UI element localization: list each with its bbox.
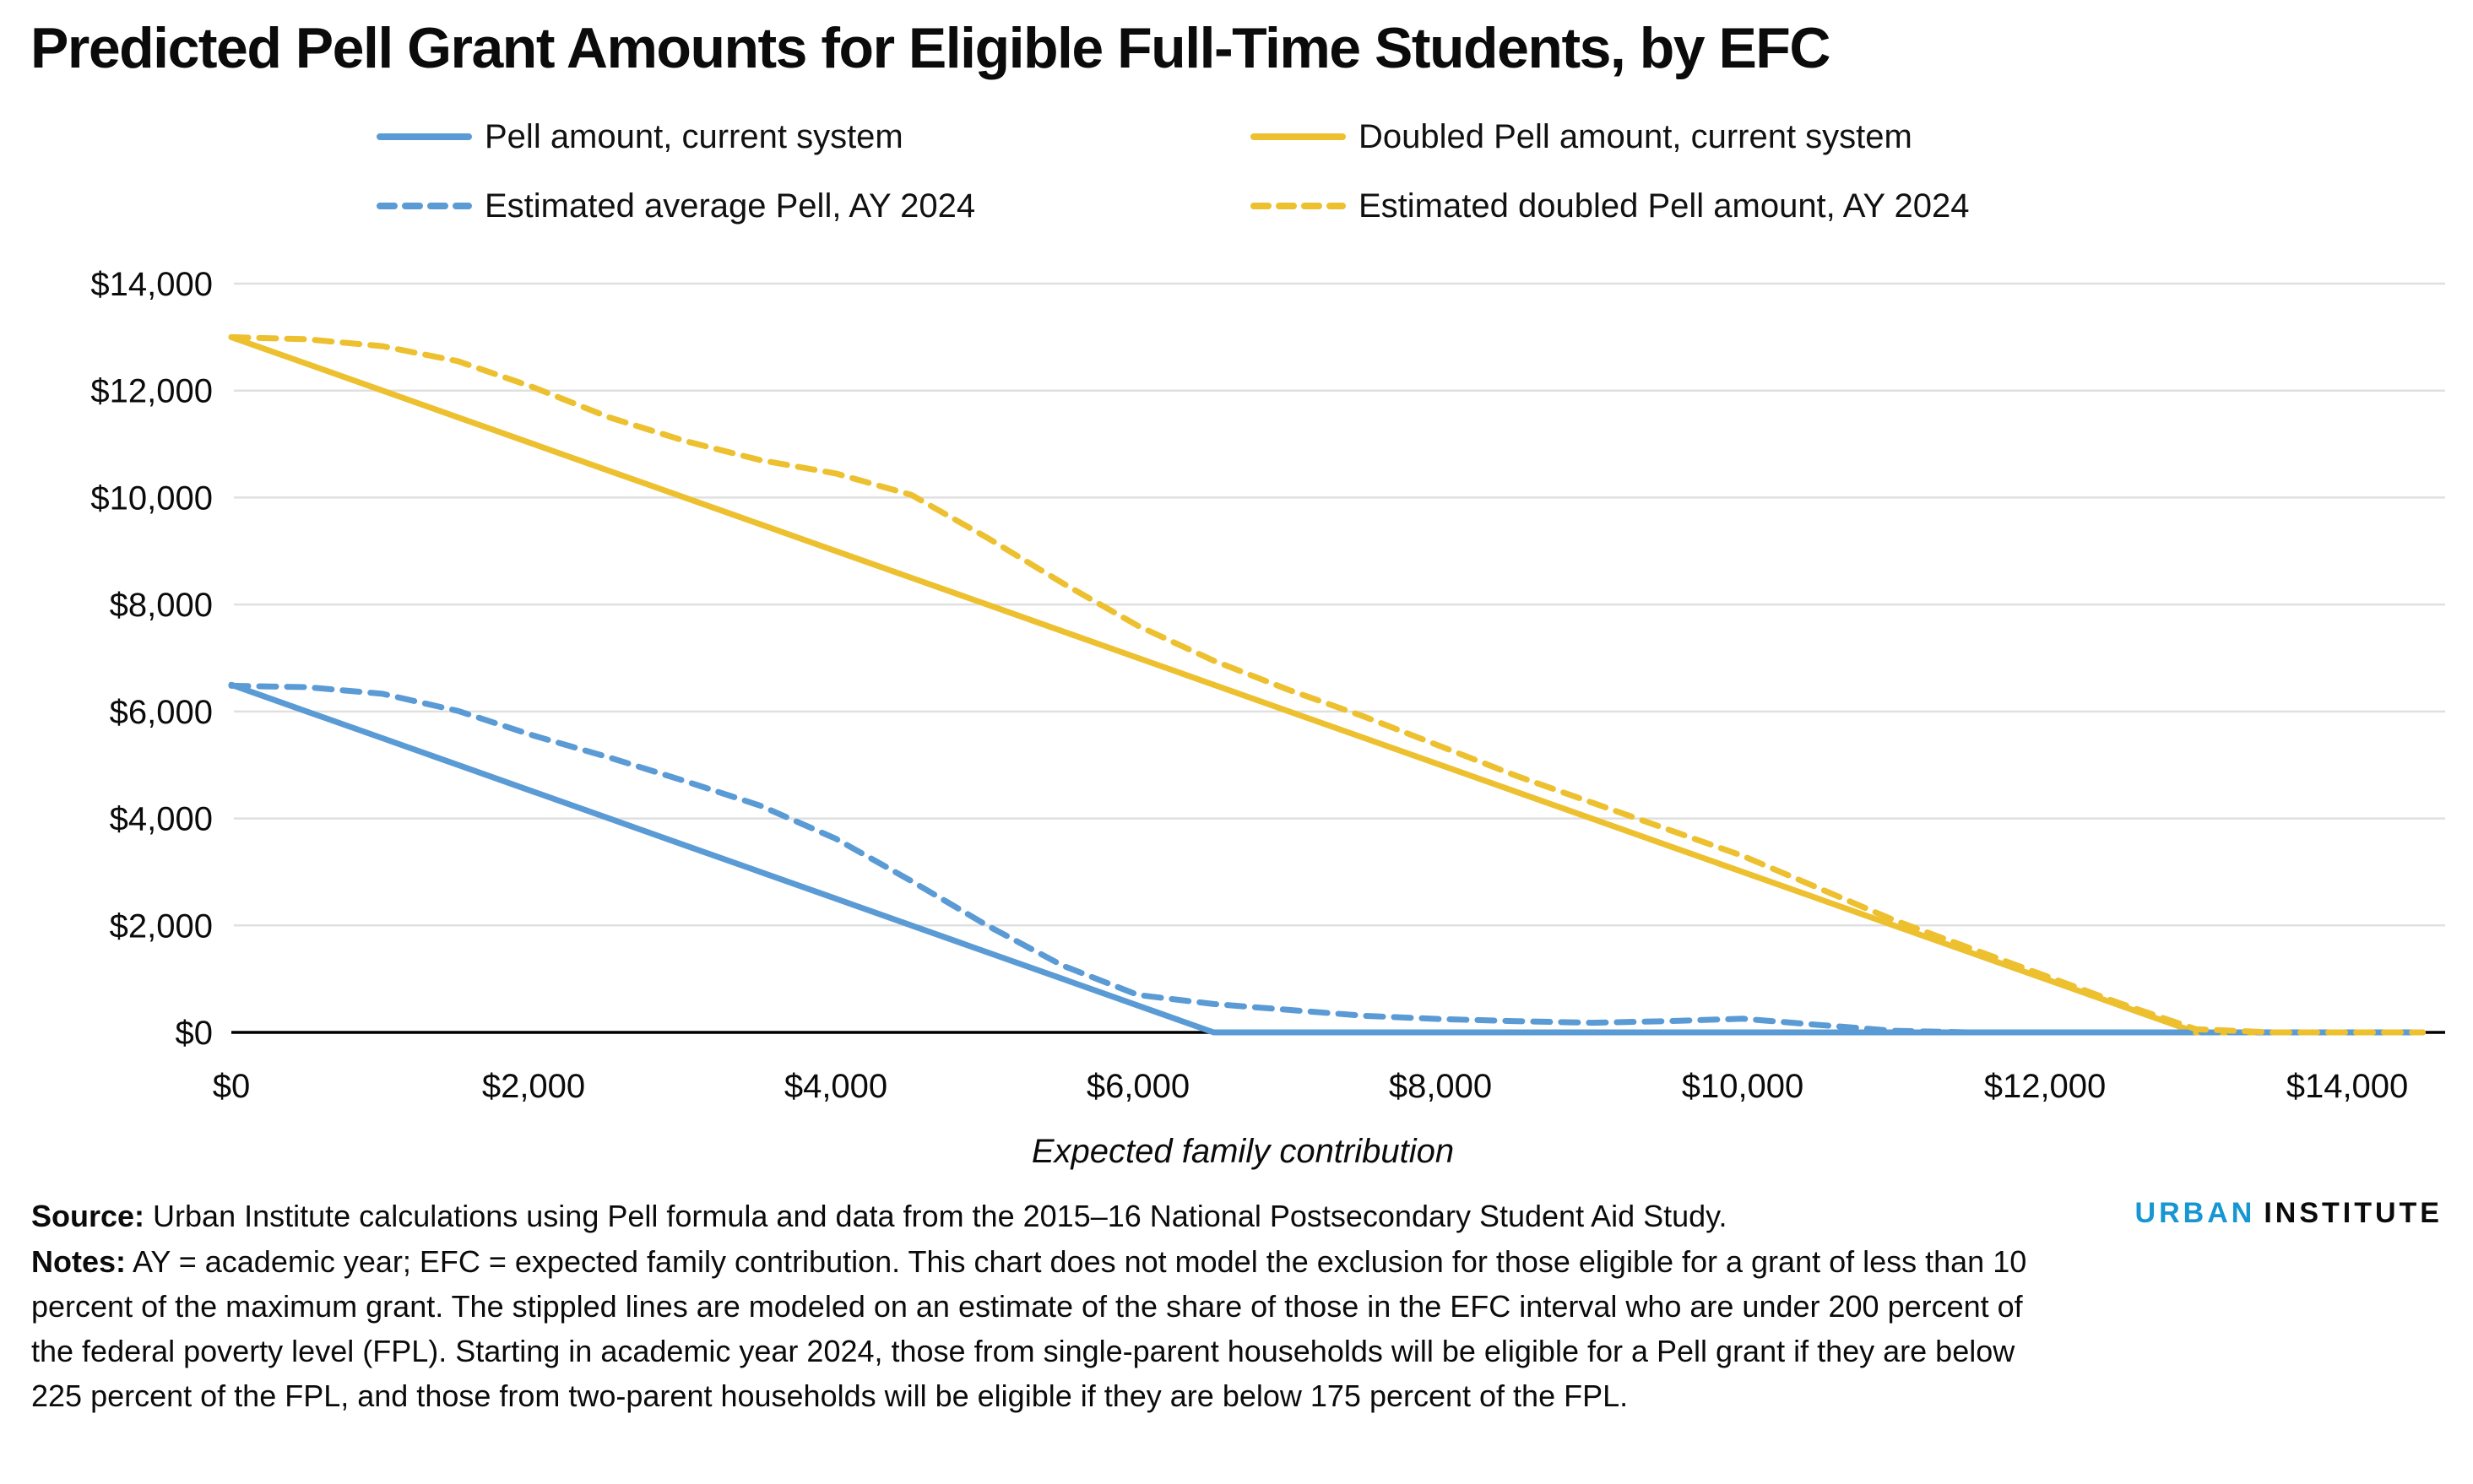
legend-label: Pell amount, current system [485, 117, 903, 155]
legend-label: Estimated doubled Pell amount, AY 2024 [1359, 187, 1970, 225]
y-tick-label: $4,000 [110, 801, 213, 838]
legend-item-estimated-average: Estimated average Pell, AY 2024 [376, 187, 975, 225]
legend-swatch-solid-yellow [1250, 133, 1346, 140]
series-line-3 [228, 333, 2426, 1036]
legend-label: Doubled Pell amount, current system [1359, 117, 1912, 155]
legend-swatch-solid-blue [377, 133, 472, 140]
notes-text: AY = academic year; EFC = expected famil… [31, 1244, 2027, 1413]
x-tick-label: $0 [213, 1068, 251, 1105]
x-axis-title: Expected family contribution [1031, 1133, 1455, 1170]
series-line-1 [228, 333, 2426, 1036]
y-tick-label: $6,000 [110, 694, 213, 731]
y-tick-label: $0 [176, 1015, 214, 1052]
urban-institute-logo: URBAN INSTITUTE [2135, 1197, 2443, 1230]
x-tick-label: $8,000 [1389, 1068, 1492, 1105]
y-tick-label: $12,000 [90, 373, 213, 410]
legend-item-estimated-doubled: Estimated doubled Pell amount, AY 2024 [1250, 187, 1969, 225]
x-tick-label: $2,000 [482, 1068, 585, 1105]
y-tick-label: $14,000 [90, 266, 213, 303]
source-line: Source: Urban Institute calculations usi… [31, 1194, 1727, 1239]
y-tick-label: $8,000 [110, 587, 213, 624]
legend-item-pell-current: Pell amount, current system [376, 118, 903, 155]
legend-label: Estimated average Pell, AY 2024 [485, 187, 976, 225]
y-tick-label: $2,000 [110, 907, 213, 945]
logo-institute: INSTITUTE [2264, 1197, 2443, 1229]
notes-label: Notes: [31, 1244, 127, 1279]
y-tick-label: $10,000 [90, 479, 213, 517]
legend-swatch-dashed-yellow [1250, 203, 1346, 209]
x-tick-label: $14,000 [2286, 1068, 2409, 1105]
legend-item-doubled-current: Doubled Pell amount, current system [1250, 118, 1912, 155]
series-line-0 [228, 681, 2426, 1036]
legend-swatch-dashed-blue [377, 203, 472, 209]
chart-title: Predicted Pell Grant Amounts for Eligibl… [30, 16, 1830, 80]
notes-block: Notes: AY = academic year; EFC = expecte… [31, 1239, 2058, 1418]
source-text: Urban Institute calculations using Pell … [144, 1199, 1727, 1233]
source-label: Source: [31, 1199, 145, 1233]
x-tick-label: $4,000 [784, 1068, 887, 1105]
series-line-2 [228, 682, 2426, 1036]
x-tick-label: $10,000 [1682, 1068, 1804, 1105]
logo-urban: URBAN [2134, 1197, 2256, 1229]
x-tick-label: $12,000 [1984, 1068, 2107, 1105]
x-tick-label: $6,000 [1087, 1068, 1190, 1105]
